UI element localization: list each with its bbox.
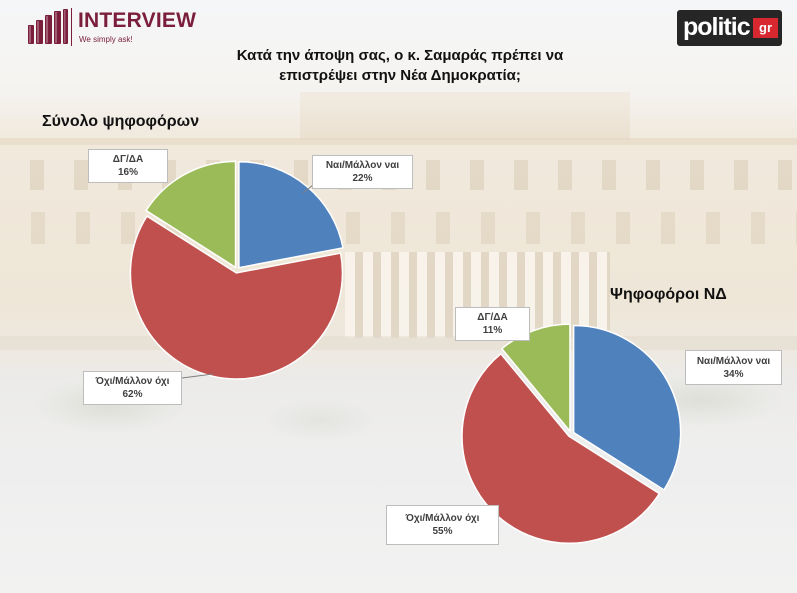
- pie-chart-1: [129, 160, 344, 380]
- data-label-category: Όχι/Μάλλον όχι: [405, 513, 480, 524]
- leader-line: [181, 373, 214, 379]
- data-label-value: 11%: [482, 325, 503, 336]
- chart-title-all-voters: Σύνολο ψηφοφόρων: [42, 113, 200, 130]
- logo-separator: [71, 8, 72, 46]
- data-label-value: 34%: [723, 368, 744, 380]
- pie-slice-dont-know-no-answer: [145, 160, 237, 269]
- pie-slice-yes-probably-yes: [238, 160, 344, 269]
- leader-line: [302, 184, 314, 194]
- data-label-value: 55%: [432, 526, 453, 537]
- data-label-category: Όχι/Μάλλον όχι: [95, 376, 170, 387]
- survey-question: Κατά την άποψη σας, ο κ. Σαμαράς πρέπει …: [150, 46, 650, 86]
- data-label-value: 62%: [122, 389, 143, 400]
- survey-question-line-2: επιστρέψει στην Νέα Δημοκρατία;: [279, 67, 521, 84]
- politic-logo: politic gr: [677, 10, 782, 46]
- building-windows-lower: [0, 212, 797, 244]
- pie-slice-yes-probably-yes: [572, 324, 682, 491]
- data-label-yes: Ναι/Μάλλον ναι 34%: [685, 350, 782, 385]
- building-attic: [300, 92, 630, 140]
- data-label-category: Ναι/Μάλλον ναι: [696, 355, 771, 367]
- partner-logo-main: politic: [683, 13, 751, 41]
- brand-name: INTERVIEW: [78, 9, 197, 32]
- data-label-category: Ναι/Μάλλον ναι: [325, 160, 400, 171]
- data-label-category: ΔΓ/ΔΑ: [477, 312, 508, 323]
- chart-title-nd-voters: Ψηφοφόροι ΝΔ: [610, 286, 727, 303]
- data-label-value: 16%: [117, 167, 138, 178]
- brand-tagline: We simply ask!: [79, 35, 133, 44]
- data-label-dont-know: ΔΓ/ΔΑ 11%: [455, 307, 530, 341]
- data-label-no: Όχι/Μάλλον όχι 62%: [83, 371, 182, 405]
- pie-slice-dont-know-no-answer: [500, 323, 571, 434]
- partner-logo-suffix: gr: [753, 18, 778, 38]
- data-label-value: 22%: [352, 173, 373, 184]
- pie-chart-2: [461, 323, 682, 544]
- survey-question-line-1: Κατά την άποψη σας, ο κ. Σαμαράς πρέπει …: [236, 47, 564, 64]
- data-label-no: Όχι/Μάλλον όχι 55%: [386, 505, 499, 545]
- data-label-category: ΔΓ/ΔΑ: [112, 154, 144, 165]
- data-label-dont-know: ΔΓ/ΔΑ 16%: [88, 149, 168, 183]
- building-cornice: [0, 138, 797, 145]
- interview-bars-icon: [28, 9, 68, 44]
- data-label-yes: Ναι/Μάλλον ναι 22%: [312, 155, 413, 189]
- pie-slice-no-probably-no: [129, 215, 344, 380]
